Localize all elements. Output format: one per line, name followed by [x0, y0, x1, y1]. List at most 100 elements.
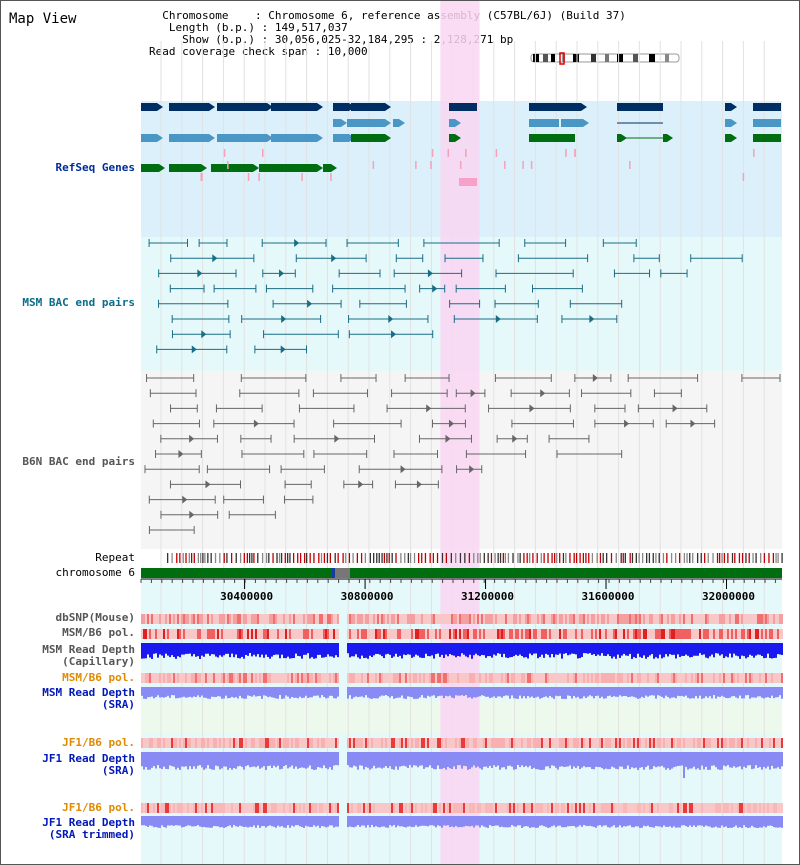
repeat-mark	[748, 553, 750, 563]
polymorphism-cell	[523, 803, 525, 813]
polymorphism-cell	[493, 673, 495, 683]
read-depth-bar	[627, 643, 629, 656]
polymorphism-cell	[231, 614, 233, 624]
read-depth-bar	[399, 752, 401, 767]
polymorphism-cell	[567, 614, 569, 624]
polymorphism-cell	[635, 738, 637, 748]
read-depth-bar	[277, 752, 279, 766]
read-depth-bar	[221, 643, 223, 657]
polymorphism-cell	[717, 614, 719, 624]
polymorphism-cell	[367, 803, 369, 813]
polymorphism-cell	[641, 803, 643, 813]
read-depth-bar	[159, 687, 161, 698]
polymorphism-cell	[481, 629, 483, 639]
polymorphism-cell	[515, 614, 517, 624]
gene-feature	[459, 178, 477, 186]
polymorphism-cell	[483, 629, 485, 639]
polymorphism-cell	[687, 803, 689, 813]
polymorphism-cell	[699, 629, 701, 639]
read-depth-bar	[329, 752, 331, 768]
read-depth-bar	[193, 816, 195, 827]
read-depth-bar	[399, 816, 401, 827]
polymorphism-cell	[683, 614, 685, 624]
polymorphism-cell	[421, 673, 423, 683]
polymorphism-cell	[729, 673, 731, 683]
polymorphism-cell	[433, 673, 435, 683]
polymorphism-cell	[295, 673, 297, 683]
read-depth-bar	[387, 643, 389, 654]
read-depth-bar	[195, 752, 197, 769]
read-depth-bar	[239, 816, 241, 826]
read-depth-bar	[659, 816, 661, 827]
polymorphism-cell	[609, 803, 611, 813]
read-depth-bar	[197, 643, 199, 657]
read-depth-bar	[199, 643, 201, 659]
polymorphism-cell	[225, 803, 227, 813]
read-depth-bar	[447, 816, 449, 826]
read-depth-bar	[363, 687, 365, 698]
ideogram-band	[543, 54, 548, 62]
read-depth-bar	[765, 816, 767, 828]
polymorphism-cell	[431, 629, 433, 639]
repeat-mark	[734, 553, 736, 563]
read-depth-bar	[721, 643, 723, 655]
chromosome-ideogram[interactable]	[529, 52, 683, 66]
read-depth-bar	[179, 816, 181, 826]
polymorphism-cell	[209, 673, 211, 683]
read-depth-bar	[409, 687, 411, 697]
read-depth-bar	[721, 752, 723, 770]
polymorphism-cell	[289, 614, 291, 624]
polymorphism-cell	[459, 629, 461, 639]
polymorphism-cell	[247, 803, 249, 813]
read-depth-bar	[629, 687, 631, 697]
polymorphism-cell	[567, 629, 569, 639]
polymorphism-cell	[701, 629, 703, 639]
polymorphism-cell	[613, 803, 615, 813]
read-depth-bar	[269, 643, 271, 659]
polymorphism-cell	[161, 673, 163, 683]
polymorphism-cell	[383, 803, 385, 813]
polymorphism-cell	[433, 738, 435, 748]
polymorphism-cell	[165, 803, 167, 813]
polymorphism-cell	[695, 673, 697, 683]
repeat-mark	[755, 553, 757, 563]
polymorphism-cell	[665, 673, 667, 683]
polymorphism-cell	[481, 738, 483, 748]
polymorphism-cell	[595, 673, 597, 683]
read-depth-bar	[447, 643, 449, 657]
polymorphism-cell	[191, 673, 193, 683]
polymorphism-cell	[163, 614, 165, 624]
polymorphism-cell	[367, 629, 369, 639]
read-depth-bar	[387, 752, 389, 769]
polymorphism-cell	[163, 738, 165, 748]
read-depth-bar	[335, 687, 337, 699]
polymorphism-cell	[769, 738, 771, 748]
polymorphism-cell	[499, 629, 501, 639]
polymorphism-cell	[681, 673, 683, 683]
polymorphism-cell	[779, 629, 781, 639]
polymorphism-cell	[589, 673, 591, 683]
polymorphism-cell	[321, 614, 323, 624]
read-depth-bar	[707, 752, 709, 770]
polymorphism-cell	[765, 629, 767, 639]
read-depth-bar	[759, 816, 761, 828]
repeat-mark	[638, 553, 640, 563]
polymorphism-cell	[223, 738, 225, 748]
polymorphism-cell	[755, 614, 757, 624]
read-depth-bar	[591, 752, 593, 769]
polymorphism-cell	[441, 738, 443, 748]
read-depth-bar	[647, 687, 649, 697]
repeat-mark	[562, 553, 565, 563]
gene-tick	[431, 149, 434, 157]
bac-pair-arrow	[189, 510, 195, 519]
read-depth-bar	[751, 752, 753, 770]
polymorphism-cell	[591, 629, 593, 639]
polymorphism-cell	[277, 738, 279, 748]
read-depth-bar	[575, 687, 577, 698]
bac-pair-arrow	[690, 419, 696, 428]
read-depth-bar	[379, 752, 381, 768]
polymorphism-cell	[347, 803, 349, 813]
polymorphism-cell	[423, 738, 425, 748]
read-depth-bar	[473, 816, 475, 828]
